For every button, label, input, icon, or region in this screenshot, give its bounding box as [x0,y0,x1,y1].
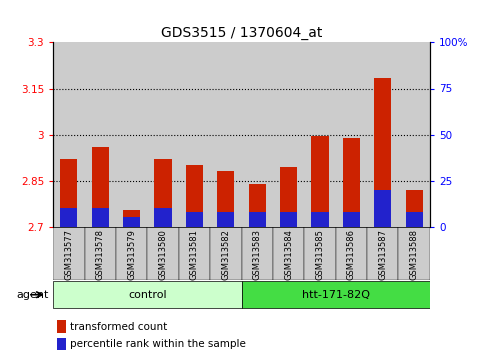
Text: GSM313582: GSM313582 [221,229,230,280]
Bar [53,227,85,280]
Bar [147,42,179,227]
Text: percentile rank within the sample: percentile rank within the sample [70,339,246,349]
Bar [217,212,234,227]
Text: GSM313588: GSM313588 [410,229,419,280]
Bar [116,227,147,280]
Text: htt-171-82Q: htt-171-82Q [302,290,369,300]
Bar [304,227,336,280]
Text: GSM313579: GSM313579 [127,229,136,280]
Bar [179,42,210,227]
Bar [374,78,391,227]
Text: GSM313587: GSM313587 [378,229,387,280]
Bar [53,42,85,227]
Bar [336,42,367,227]
Bar [147,227,179,280]
Bar [406,190,423,227]
Bar [210,227,242,280]
Bar [249,212,266,227]
Bar [367,42,398,227]
Bar [249,184,266,227]
Bar [398,227,430,280]
Bar [312,212,328,227]
Bar [155,208,171,227]
Bar [186,165,203,227]
Bar [273,227,304,280]
Bar [85,42,116,227]
Bar [374,190,391,227]
Bar [312,136,328,227]
Bar [210,42,242,227]
Bar [398,42,430,227]
Bar [53,281,242,308]
Bar [92,147,109,227]
Bar [343,212,360,227]
Bar [179,227,210,280]
Bar [57,338,66,350]
Text: GSM313578: GSM313578 [96,229,105,280]
Text: transformed count: transformed count [70,322,167,332]
Bar [60,159,77,227]
Bar [280,167,297,227]
Bar [336,227,367,280]
Bar [242,281,430,308]
Text: GSM313583: GSM313583 [253,229,262,280]
Text: GSM313580: GSM313580 [158,229,168,280]
Bar [406,212,423,227]
Text: GSM313581: GSM313581 [190,229,199,280]
Bar [273,42,304,227]
Bar [280,212,297,227]
Text: control: control [128,290,167,300]
Bar [85,227,116,280]
Bar [123,217,140,227]
Bar [155,159,171,227]
Bar [367,227,398,280]
Bar [242,227,273,280]
Bar [60,208,77,227]
Bar [186,212,203,227]
Text: agent: agent [16,290,48,300]
Bar [343,138,360,227]
Bar [57,320,66,333]
Text: GSM313586: GSM313586 [347,229,356,280]
Bar [217,171,234,227]
Bar [123,210,140,227]
Text: GSM313585: GSM313585 [315,229,325,280]
Bar [304,42,336,227]
Bar [92,208,109,227]
Bar [242,42,273,227]
Title: GDS3515 / 1370604_at: GDS3515 / 1370604_at [161,26,322,40]
Text: GSM313577: GSM313577 [64,229,73,280]
Bar [116,42,147,227]
Text: GSM313584: GSM313584 [284,229,293,280]
